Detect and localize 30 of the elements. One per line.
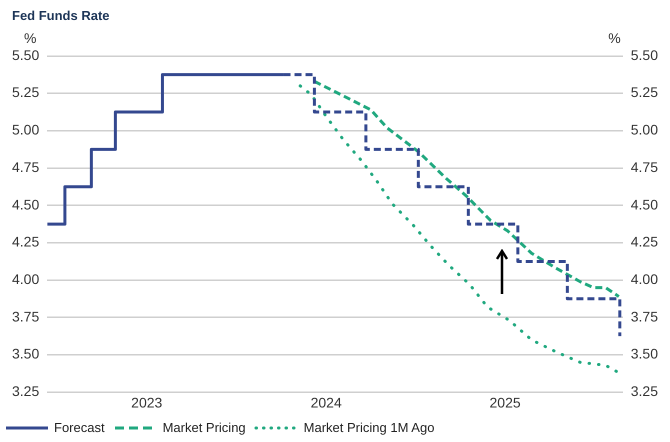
y2-tick-label: 4.50 xyxy=(630,196,658,212)
y-tick-label: 4.75 xyxy=(12,158,40,175)
y-tick-label: 3.50 xyxy=(12,346,40,362)
y-tick-label: 4.25 xyxy=(12,234,40,250)
y2-tick-label: 4.00 xyxy=(630,270,658,287)
y-tick-label: 3.75 xyxy=(12,308,40,324)
y-tick-label: 5.00 xyxy=(12,122,40,138)
x-tick-label: 2024 xyxy=(310,394,342,410)
chart-title: Fed Funds Rate xyxy=(12,8,110,23)
y2-tick-label: 5.50 xyxy=(630,46,658,63)
y2-tick-label: 3.25 xyxy=(630,383,658,400)
y2-tick-label: 5.25 xyxy=(630,84,658,100)
y2-tick-label: 5.00 xyxy=(630,122,658,138)
x-tick-label: 2023 xyxy=(131,394,163,410)
y-tick-label: 3.25 xyxy=(12,383,40,400)
legend-label: Forecast xyxy=(54,420,105,435)
y2-tick-label: 3.50 xyxy=(630,346,658,362)
legend-label: Market Pricing xyxy=(162,420,246,435)
line-series xyxy=(298,84,620,374)
y-tick-label: 4.00 xyxy=(12,270,40,287)
legend-label: Market Pricing 1M Ago xyxy=(304,420,434,435)
y2-tick-label: 4.75 xyxy=(630,158,658,175)
y-tick-label: 5.50 xyxy=(12,46,40,63)
y-tick-label: 4.50 xyxy=(12,196,40,212)
x-tick-label: 2025 xyxy=(490,394,521,410)
y-tick-label: 5.25 xyxy=(12,84,40,100)
y2-axis-title: % xyxy=(608,30,621,46)
y2-tick-label: 4.25 xyxy=(630,234,658,250)
y-axis-title: % xyxy=(24,30,36,46)
y2-tick-label: 3.75 xyxy=(630,308,658,324)
